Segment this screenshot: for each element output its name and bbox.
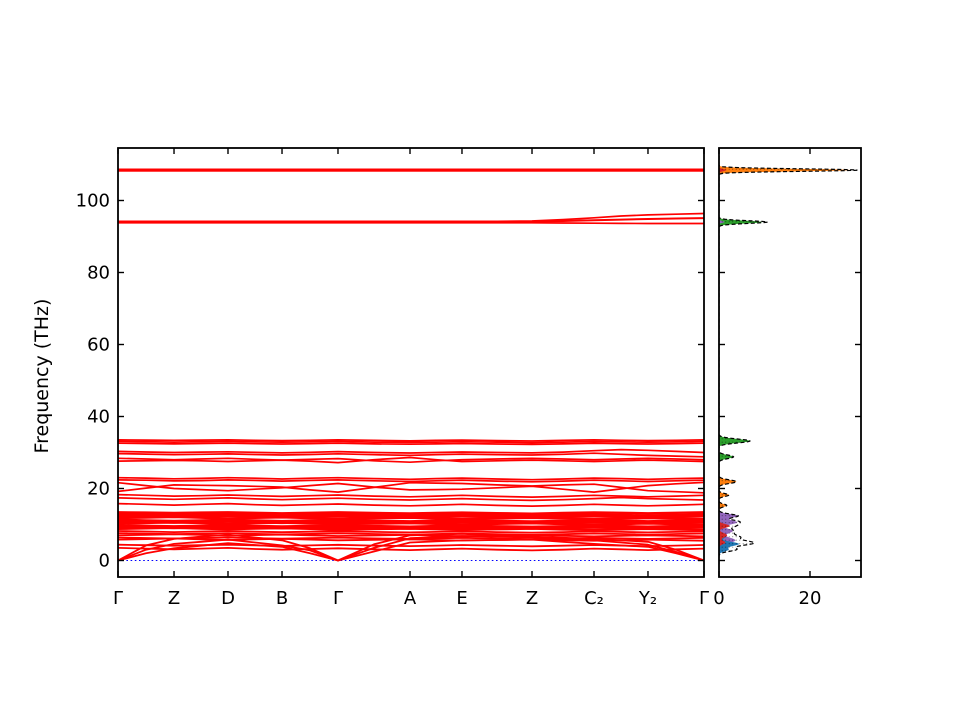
phonon-band — [118, 448, 704, 454]
x-tick-label: Γ — [699, 588, 709, 609]
x-tick-label: E — [456, 588, 467, 609]
phonon-band — [118, 515, 704, 521]
phonon-band — [118, 452, 704, 458]
dos-tick-label: 0 — [713, 588, 724, 609]
y-tick-label: 100 — [76, 191, 110, 212]
phonon-band — [118, 502, 704, 507]
phonon-band — [118, 538, 704, 562]
phonon-band — [118, 521, 704, 526]
dos-layer — [719, 150, 858, 565]
phonon-band — [118, 493, 704, 498]
phonon-band — [118, 535, 704, 562]
x-tick-label: Γ — [113, 588, 123, 609]
x-tick-label: A — [404, 588, 417, 609]
y-tick-label: 20 — [87, 479, 110, 500]
phonon-band — [118, 524, 704, 528]
phonon-band — [118, 518, 704, 523]
axis-ticks — [117, 148, 861, 577]
phonon-band — [118, 547, 704, 552]
phonon-band — [118, 442, 704, 446]
phonon-band — [118, 533, 704, 562]
x-tick-label: Γ — [333, 588, 343, 609]
y-tick-label: 60 — [87, 335, 110, 356]
y-axis-label: Frequency (THz) — [31, 299, 53, 454]
phonon-bands-layer — [118, 168, 704, 562]
dos-total-line — [719, 150, 858, 565]
dos-panel-frame — [718, 147, 862, 578]
phonon-band — [118, 526, 704, 532]
phonon-band — [118, 440, 704, 444]
phonon-band — [118, 217, 704, 224]
y-tick-label: 40 — [87, 407, 110, 428]
phonon-band — [118, 496, 704, 502]
dos-fill-orange — [719, 150, 850, 565]
y-tick-label: 0 — [99, 551, 110, 572]
phonon-band — [118, 512, 704, 517]
x-tick-label: Y₂ — [638, 588, 657, 609]
dos-fill-red — [719, 150, 730, 565]
phonon-band — [118, 221, 704, 225]
x-tick-label: Z — [168, 588, 180, 609]
dos-fill-purple — [719, 150, 739, 565]
phonon-band — [118, 457, 704, 464]
phonon-band — [118, 511, 704, 515]
phonon-band — [118, 481, 704, 494]
phonon-band — [118, 476, 704, 481]
phonon-band — [118, 481, 704, 493]
phonon-band — [118, 530, 704, 534]
band-panel-frame — [117, 147, 705, 578]
dos-tick-label: 20 — [799, 588, 822, 609]
dos-fill-green — [719, 150, 763, 565]
phonon-band — [118, 439, 704, 442]
x-tick-label: D — [221, 588, 235, 609]
x-tick-label: C₂ — [584, 588, 604, 609]
dos-hatch-overlay — [719, 150, 857, 565]
dos-fill-blue — [719, 150, 740, 565]
x-tick-label: Z — [526, 588, 538, 609]
phonon-band — [118, 479, 704, 483]
phonon-band — [118, 456, 704, 464]
y-tick-label: 80 — [87, 263, 110, 284]
x-tick-label: B — [276, 588, 288, 609]
